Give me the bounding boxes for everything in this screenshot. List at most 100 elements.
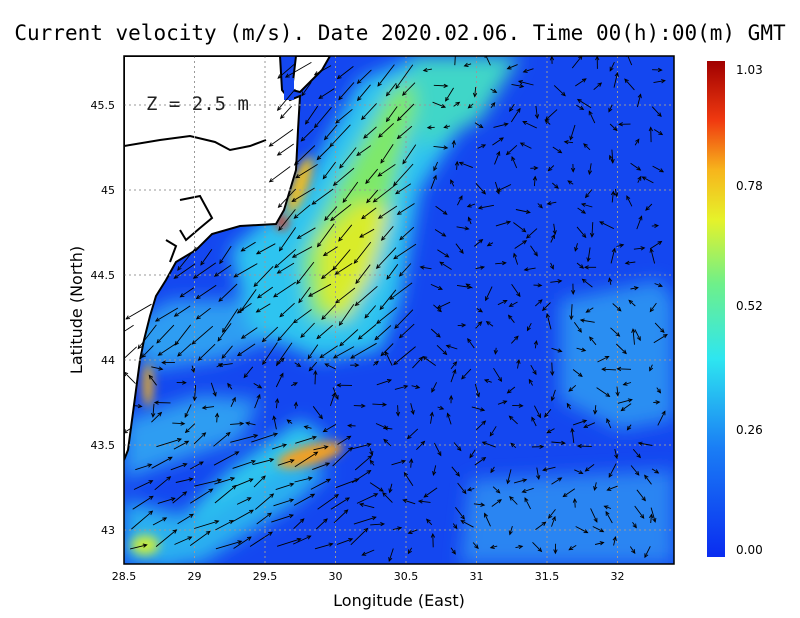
velocity-arrowhead: [354, 478, 360, 483]
velocity-arrowhead: [313, 369, 318, 375]
velocity-arrowhead: [366, 198, 371, 204]
velocity-arrowhead: [240, 247, 246, 252]
velocity-arrow: [570, 304, 573, 320]
velocity-arrow: [515, 209, 530, 213]
velocity-arrow: [657, 411, 666, 426]
velocity-arrowhead: [432, 471, 437, 477]
velocity-arrow: [151, 456, 173, 469]
velocity-arrowhead: [589, 336, 594, 342]
velocity-arrowhead: [321, 315, 326, 320]
velocity-arrow: [553, 223, 556, 235]
velocity-arrow: [457, 482, 467, 494]
velocity-arrowhead: [339, 341, 344, 347]
velocity-arrow: [551, 516, 556, 527]
velocity-arrowhead: [378, 133, 383, 138]
velocity-arrow: [253, 383, 262, 389]
velocity-arrowhead: [323, 135, 329, 141]
velocity-arrow: [445, 87, 454, 102]
velocity-arrow: [615, 343, 627, 354]
velocity-arrowhead: [640, 246, 646, 251]
velocity-arrowhead: [552, 230, 557, 236]
velocity-arrowhead: [581, 78, 587, 83]
velocity-arrow: [392, 527, 402, 531]
velocity-arrow: [630, 162, 641, 171]
velocity-arrow: [566, 403, 571, 410]
velocity-arrowhead: [509, 495, 514, 501]
velocity-arrowhead: [184, 413, 189, 418]
velocity-arrow: [510, 108, 521, 123]
velocity-arrowhead: [472, 92, 478, 98]
velocity-arrow: [450, 547, 456, 555]
velocity-arrow: [493, 123, 508, 128]
velocity-arrowhead: [481, 420, 487, 426]
velocity-arrow: [256, 243, 276, 255]
velocity-arrowhead: [205, 530, 211, 536]
velocity-arrow: [464, 63, 472, 67]
velocity-arrowhead: [578, 372, 583, 378]
velocity-arrow: [475, 266, 485, 270]
velocity-arrowhead: [608, 107, 613, 113]
velocity-arrowhead: [576, 443, 582, 449]
velocity-arrow: [614, 448, 618, 459]
velocity-arrowhead: [269, 458, 275, 463]
velocity-arrowhead: [388, 557, 393, 562]
velocity-arrow: [583, 143, 591, 151]
velocity-arrowhead: [620, 406, 626, 412]
velocity-arrowhead: [528, 378, 533, 384]
velocity-arrowhead: [593, 485, 598, 491]
delta-inlet: [124, 134, 267, 263]
y-tick-label: 43.5: [91, 439, 116, 452]
velocity-arrow: [200, 249, 213, 266]
velocity-arrow: [372, 403, 387, 406]
velocity-arrow: [408, 547, 413, 554]
velocity-arrow: [609, 123, 618, 131]
velocity-arrowhead: [461, 374, 466, 380]
velocity-arrowhead: [570, 427, 575, 433]
velocity-arrow: [358, 324, 377, 340]
velocity-arrow: [423, 68, 432, 72]
velocity-arrow: [431, 382, 438, 393]
velocity-arrowhead: [541, 521, 547, 527]
velocity-arrowhead: [655, 400, 661, 405]
velocity-arrowhead: [644, 553, 649, 559]
velocity-arrow: [154, 476, 171, 491]
velocity-arrow: [509, 496, 518, 505]
velocity-arrow: [616, 244, 624, 247]
velocity-arrowhead: [648, 126, 653, 132]
velocity-arrowhead: [485, 296, 489, 302]
velocity-arrowhead: [553, 549, 558, 555]
velocity-arrow: [280, 105, 292, 119]
velocity-arrow: [156, 324, 175, 344]
velocity-arrow: [193, 432, 206, 445]
velocity-arrow: [568, 384, 577, 392]
velocity-arrowhead: [359, 502, 364, 507]
velocity-arrowhead: [627, 398, 633, 403]
colorbar-label: 0.78: [736, 179, 763, 193]
velocity-arrow: [379, 289, 397, 310]
velocity-arrowhead: [201, 405, 207, 410]
velocity-arrow: [477, 144, 486, 149]
velocity-arrow: [277, 88, 296, 111]
velocity-arrow: [486, 321, 494, 327]
velocity-arrow: [650, 514, 652, 524]
velocity-arrow: [354, 455, 372, 471]
velocity-arrowhead: [316, 155, 322, 161]
velocity-arrow: [455, 243, 464, 254]
velocity-arrow: [253, 475, 266, 488]
velocity-arrow: [634, 505, 645, 519]
velocity-arrow: [151, 366, 163, 370]
velocity-arrowhead: [377, 172, 383, 177]
velocity-arrow: [377, 164, 396, 177]
velocity-arrowhead: [156, 338, 161, 344]
velocity-arrowhead: [277, 74, 283, 79]
velocity-arrowhead: [385, 91, 391, 97]
velocity-arrowhead: [562, 492, 568, 498]
velocity-arrowhead: [348, 538, 354, 543]
velocity-arrow: [124, 371, 136, 384]
velocity-arrowhead: [192, 274, 198, 279]
velocity-arrow: [300, 128, 314, 142]
velocity-arrowhead: [533, 251, 538, 257]
velocity-arrow: [497, 184, 512, 192]
velocity-arrowhead: [276, 151, 282, 156]
velocity-arrowhead: [490, 468, 495, 474]
